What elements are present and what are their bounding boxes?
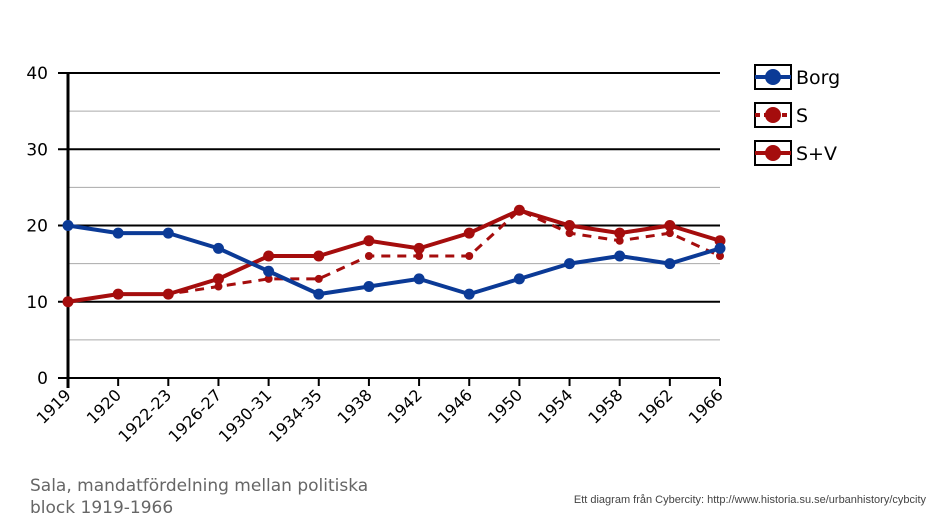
x-tick-label: 1919 bbox=[33, 385, 75, 427]
data-point bbox=[463, 288, 475, 300]
y-tick-label: 0 bbox=[37, 369, 48, 389]
x-tick-label: 1954 bbox=[534, 385, 576, 427]
data-point bbox=[463, 227, 475, 239]
data-point bbox=[513, 273, 525, 285]
data-point bbox=[513, 204, 525, 216]
data-point bbox=[564, 258, 576, 270]
data-point bbox=[212, 242, 224, 254]
legend-marker bbox=[765, 107, 781, 123]
data-point bbox=[162, 288, 174, 300]
data-point bbox=[263, 250, 275, 262]
data-point bbox=[564, 220, 576, 231]
x-tick-label: 1950 bbox=[484, 385, 526, 427]
credit-text: Ett diagram från Cybercity: http://www.h… bbox=[573, 494, 926, 506]
data-point bbox=[714, 235, 726, 247]
x-tick-label: 1920 bbox=[83, 385, 125, 427]
legend-label: S+V bbox=[796, 143, 837, 165]
legend-marker bbox=[765, 145, 781, 161]
data-point bbox=[62, 296, 74, 308]
x-tick-label: 1966 bbox=[685, 385, 727, 427]
data-point bbox=[363, 281, 375, 292]
data-point bbox=[413, 242, 425, 254]
data-point bbox=[212, 273, 224, 285]
data-point bbox=[162, 227, 174, 239]
y-tick-label: 40 bbox=[26, 64, 48, 84]
x-tick-label: 1922-23 bbox=[114, 385, 175, 446]
data-point bbox=[614, 227, 626, 239]
data-point bbox=[664, 220, 676, 231]
y-tick-label: 30 bbox=[26, 140, 48, 160]
data-point bbox=[313, 250, 325, 262]
legend-label: Borg bbox=[796, 67, 840, 89]
data-point bbox=[112, 227, 124, 239]
data-point bbox=[263, 265, 275, 277]
x-tick-label: 1962 bbox=[634, 385, 676, 427]
y-tick-label: 10 bbox=[26, 293, 48, 313]
data-point bbox=[465, 252, 474, 260]
data-point bbox=[364, 252, 373, 260]
data-point bbox=[413, 273, 425, 285]
x-tick-label: 1946 bbox=[434, 385, 476, 427]
chart-caption: Sala, mandatfördelning mellan politiska … bbox=[30, 476, 369, 518]
x-tick-label: 1958 bbox=[584, 385, 626, 427]
data-point bbox=[664, 258, 676, 270]
x-tick-label: 1930-31 bbox=[215, 385, 276, 446]
data-point bbox=[565, 229, 574, 238]
data-point bbox=[112, 288, 124, 300]
x-tick-label: 1926-27 bbox=[165, 385, 226, 446]
data-point bbox=[62, 220, 74, 231]
data-point bbox=[714, 242, 726, 254]
x-tick-label: 1938 bbox=[334, 385, 376, 427]
legend-label: S bbox=[796, 105, 808, 127]
x-tick-label: 1942 bbox=[384, 385, 426, 427]
data-point bbox=[665, 229, 674, 238]
data-point bbox=[363, 235, 375, 247]
x-tick-label: 1934-35 bbox=[265, 385, 326, 446]
data-point bbox=[415, 252, 424, 260]
data-point bbox=[214, 282, 223, 291]
series-line-borg bbox=[67, 223, 721, 297]
y-tick-label: 20 bbox=[26, 217, 48, 237]
data-point bbox=[264, 274, 273, 283]
series-line-s-v bbox=[67, 208, 721, 304]
data-point bbox=[313, 288, 325, 300]
data-point bbox=[614, 250, 626, 262]
data-point bbox=[314, 274, 323, 283]
legend-marker bbox=[765, 69, 781, 85]
data-point bbox=[615, 236, 624, 245]
data-point bbox=[716, 252, 724, 260]
